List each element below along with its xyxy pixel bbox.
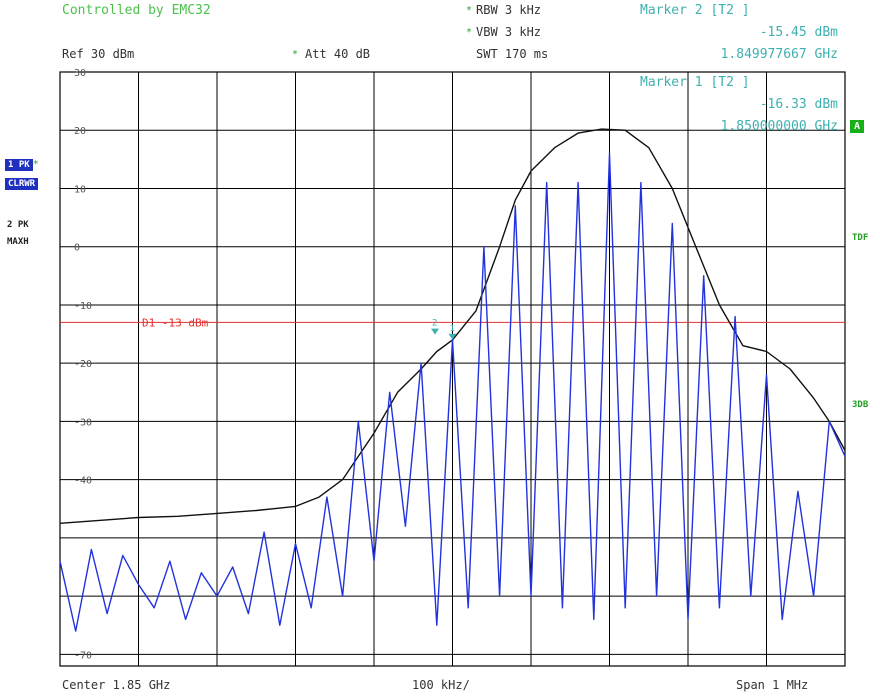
- marker2-frequency: 1.849977667 GHz: [720, 47, 838, 62]
- ref-level-label: Ref 30 dBm: [62, 47, 135, 61]
- marker2-title: Marker 2 [T2 ]: [640, 3, 750, 18]
- plot-grid: [59, 71, 846, 667]
- marker-1-icon: [448, 333, 457, 340]
- y-tick-label: 20: [74, 126, 86, 137]
- marker1-frequency: 1.850000000 GHz: [720, 119, 838, 134]
- division-label: 100 kHz/: [412, 678, 470, 692]
- trace1-mode-badge: CLRWR: [5, 175, 39, 190]
- markers: 12: [430, 319, 457, 340]
- marker2-level: -15.45 dBm: [759, 25, 838, 40]
- y-tick-label: -20: [74, 359, 92, 370]
- vbw-star-icon: *: [466, 27, 473, 38]
- display-line-label: D1 -13 dBm: [142, 316, 209, 329]
- attenuation-label: Att 40 dB: [305, 47, 371, 61]
- marker-2-icon: [430, 328, 439, 335]
- display-line: D1 -13 dBm: [60, 316, 845, 329]
- y-tick-label: 0: [74, 243, 80, 254]
- rbw-label: RBW 3 kHz: [476, 3, 542, 17]
- marker-1-label: 1: [450, 324, 455, 334]
- controlled-by-label: Controlled by EMC32: [62, 3, 211, 18]
- rbw-star-icon: *: [466, 5, 473, 16]
- center-frequency-label: Center 1.85 GHz: [62, 678, 171, 692]
- trace2-label: 2 PK: [7, 220, 29, 230]
- trace1-star-icon: *: [32, 159, 39, 170]
- trace-1-clrwr: [59, 152, 846, 632]
- trace1-label: 1 PK: [5, 159, 33, 171]
- y-tick-label: -30: [74, 417, 92, 428]
- 3db-label: 3DB: [852, 400, 869, 410]
- a-badge-label: A: [850, 120, 865, 133]
- vbw-label: VBW 3 kHz: [476, 25, 542, 39]
- marker1-title: Marker 1 [T2 ]: [640, 75, 750, 90]
- y-tick-label: -70: [74, 650, 92, 661]
- trace-2-maxhold: [59, 128, 846, 524]
- trace2-mode-label: MAXH: [7, 237, 29, 247]
- trace1-badge: 1 PK *: [5, 156, 39, 171]
- y-tick-label: 30: [74, 68, 86, 79]
- tdf-label: TDF: [852, 233, 869, 243]
- marker1-level: -16.33 dBm: [759, 97, 838, 112]
- span-label: Span 1 MHz: [736, 678, 809, 692]
- traces: [59, 128, 846, 632]
- y-tick-label: 10: [74, 184, 86, 195]
- marker-2-label: 2: [432, 319, 437, 329]
- att-star-icon: *: [292, 49, 299, 60]
- sweep-time-label: SWT 170 ms: [476, 47, 549, 61]
- trace1-mode-label: CLRWR: [5, 178, 39, 190]
- y-tick-label: -40: [74, 476, 92, 487]
- y-tick-labels: 30 20 10 0 -10 -20 -30 -40 -70: [74, 68, 92, 661]
- a-badge: A: [850, 118, 865, 133]
- y-tick-label: -10: [74, 301, 92, 312]
